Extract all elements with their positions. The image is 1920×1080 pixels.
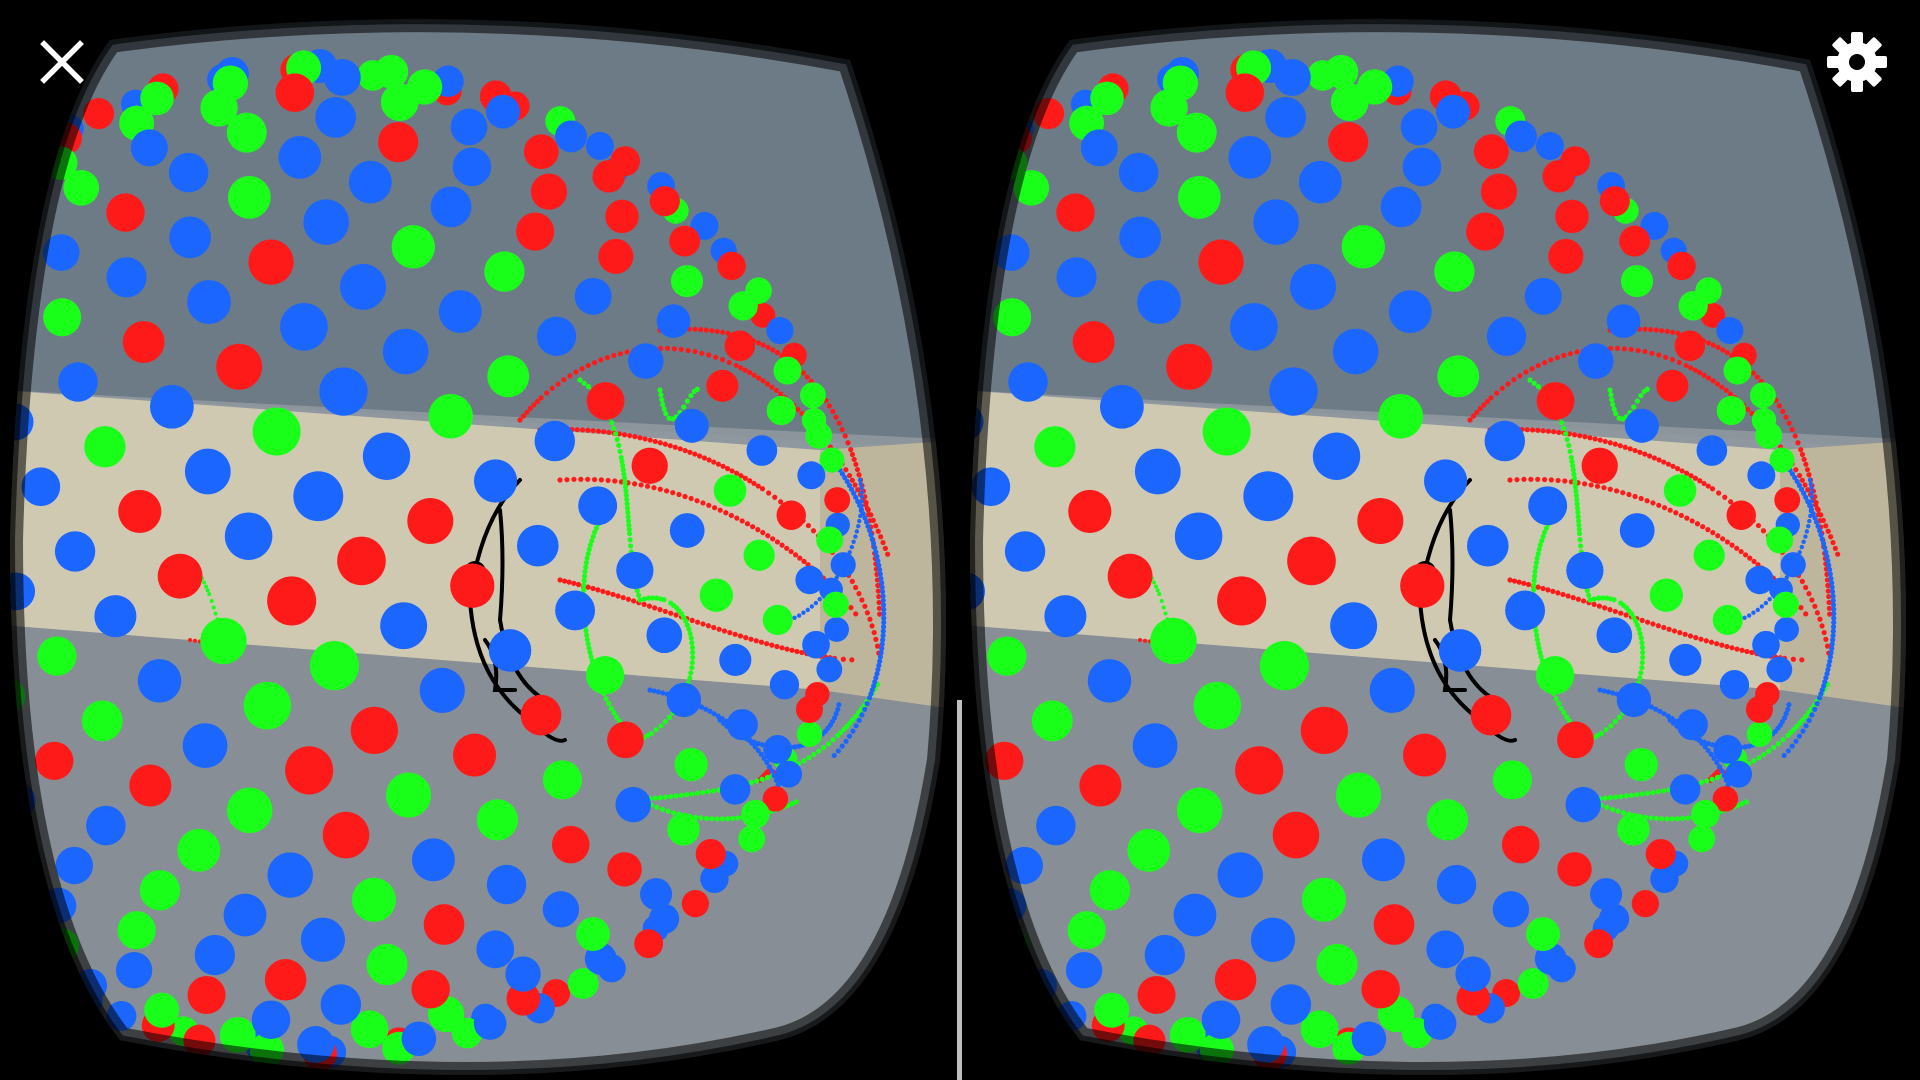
eye-divider — [957, 700, 962, 1080]
close-icon — [40, 40, 84, 84]
close-button[interactable] — [22, 22, 102, 102]
left-eye-scene — [10, 19, 946, 1076]
gear-icon — [1827, 32, 1887, 92]
right-eye-view — [960, 0, 1920, 1080]
left-eye-view — [10, 19, 946, 1076]
right-eye-scene — [960, 6, 1919, 1080]
settings-button[interactable] — [1817, 22, 1897, 102]
